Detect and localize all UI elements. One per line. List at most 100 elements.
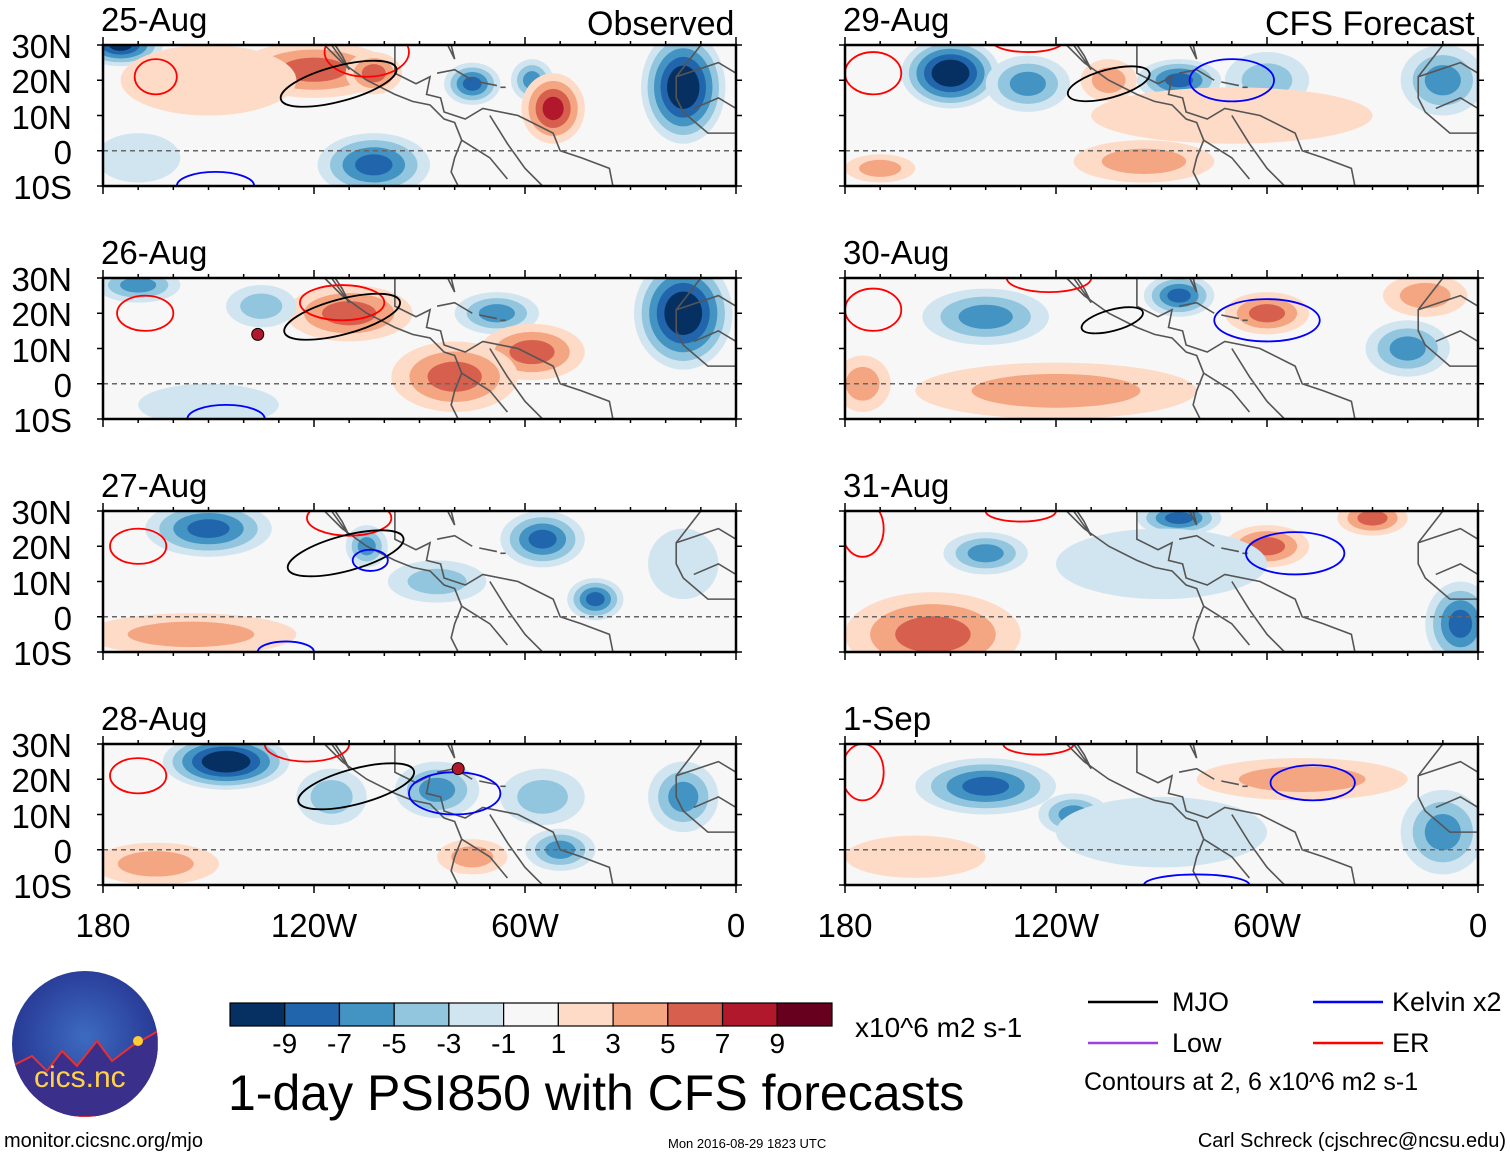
coastline (693, 96, 736, 110)
coastline (330, 744, 350, 770)
colorbar-swatch (393, 1002, 450, 1027)
lon-tick-label: 60W (1233, 907, 1301, 944)
lat-tick-label: 0 (53, 599, 72, 637)
map-panel (839, 37, 1484, 194)
coastline (1136, 511, 1356, 652)
coastline (489, 814, 544, 885)
coastline (323, 278, 463, 419)
coastline (1188, 45, 1198, 60)
lon-tick-label: 120W (270, 907, 358, 944)
anomaly-contour-fill (418, 777, 456, 802)
lat-tick-label: 10S (13, 868, 72, 905)
map-panel (97, 37, 742, 194)
coastline (394, 45, 614, 186)
coastline (1417, 294, 1478, 311)
anomaly-contour-fill (1389, 336, 1426, 361)
panel-date: 25-Aug (101, 1, 208, 38)
coastline (1072, 511, 1092, 537)
er-contour (109, 757, 168, 795)
colorbar-tick-label: 3 (605, 1028, 621, 1059)
anomaly-contour-fill (895, 616, 971, 652)
panel-date: 26-Aug (101, 234, 208, 271)
coastline (675, 294, 736, 311)
anomaly-contour-fill (1399, 282, 1451, 309)
map-panel (839, 736, 1484, 893)
coastline (675, 527, 736, 544)
coastline (330, 511, 350, 537)
coastline (489, 348, 544, 419)
anomaly-contour-fill (117, 851, 194, 877)
lat-tick-label: 30N (11, 727, 72, 764)
observed-label: Observed (587, 5, 735, 43)
kelvin-contour (1269, 764, 1356, 802)
lat-tick-label: 20N (11, 296, 72, 334)
coastline (1417, 760, 1478, 777)
lat-tick-label: 10S (13, 635, 72, 672)
coastline (1178, 301, 1215, 314)
footer-url: monitor.cicsnc.org/mjo (4, 1130, 203, 1152)
anomaly-contour-fill (939, 65, 962, 82)
lon-tick-label: 180 (817, 907, 873, 944)
coastline (489, 581, 544, 652)
contour-note: Contours at 2, 6 x10^6 m2 s-1 (1084, 1068, 1419, 1096)
coastline (1231, 581, 1286, 652)
anomaly-contour-fill (103, 133, 181, 183)
lat-tick-label: 0 (53, 366, 72, 404)
anomaly-contour-fill (1056, 796, 1267, 868)
er-contour (116, 294, 175, 332)
anomaly-contour-fill (1424, 813, 1461, 851)
anomaly-contour-fill (517, 779, 568, 814)
lat-tick-label: 10S (13, 402, 72, 439)
coastline (1231, 348, 1286, 419)
coastline (1231, 115, 1286, 186)
colorbar-swatch (503, 1002, 559, 1027)
colorbar-swatch (667, 1002, 724, 1027)
anomaly-contour-fill (355, 154, 393, 176)
colorbar-tick-label: -7 (327, 1028, 352, 1059)
coastline (323, 744, 463, 885)
panel-date: 30-Aug (843, 234, 950, 271)
anomaly-contour-fill (211, 755, 241, 769)
coastline (323, 511, 463, 652)
lat-tick-label: 20N (11, 762, 72, 800)
anomaly-contour-fill (962, 776, 1010, 796)
mjo-contour (286, 529, 405, 578)
er-contour (1002, 744, 1075, 756)
anomaly-contour-fill (407, 568, 467, 595)
anomaly-contour-fill (1009, 71, 1046, 96)
er-contour (845, 287, 903, 332)
coastline (1221, 547, 1240, 553)
map-panel (97, 736, 742, 893)
coastline (1417, 744, 1478, 833)
coastline (461, 372, 509, 413)
colorbar-tick-label: 7 (714, 1028, 731, 1059)
coastline (1072, 744, 1092, 770)
colorbar-swatch (448, 1002, 505, 1027)
coastline (446, 278, 456, 293)
anomaly-contour-fill (673, 74, 693, 101)
kelvin-contour (1213, 298, 1321, 343)
coastline (1417, 61, 1478, 78)
coastline (675, 278, 736, 367)
er-contour (984, 511, 1057, 523)
coastline (1178, 534, 1215, 547)
anomaly-contour-fill (240, 293, 283, 319)
er-contour (306, 511, 393, 537)
forecast-label: CFS Forecast (1265, 5, 1475, 43)
coastline (1203, 372, 1251, 413)
coastline (1435, 562, 1478, 576)
map-panel (97, 503, 742, 660)
anomaly-contour-fill (845, 366, 880, 401)
coastline (436, 68, 473, 81)
coastline (436, 301, 473, 314)
coastline (675, 45, 736, 134)
colorbar-tick-label: -9 (272, 1028, 298, 1059)
anomaly-contour-fill (648, 528, 719, 600)
kelvin-contour (351, 548, 389, 572)
lat-tick-label: 10N (11, 98, 72, 136)
anomaly-contour-fill (120, 278, 157, 293)
colorbar-tick-label: -5 (381, 1028, 407, 1059)
panel-date: 27-Aug (101, 467, 208, 504)
anomaly-contour-fill (509, 339, 555, 365)
